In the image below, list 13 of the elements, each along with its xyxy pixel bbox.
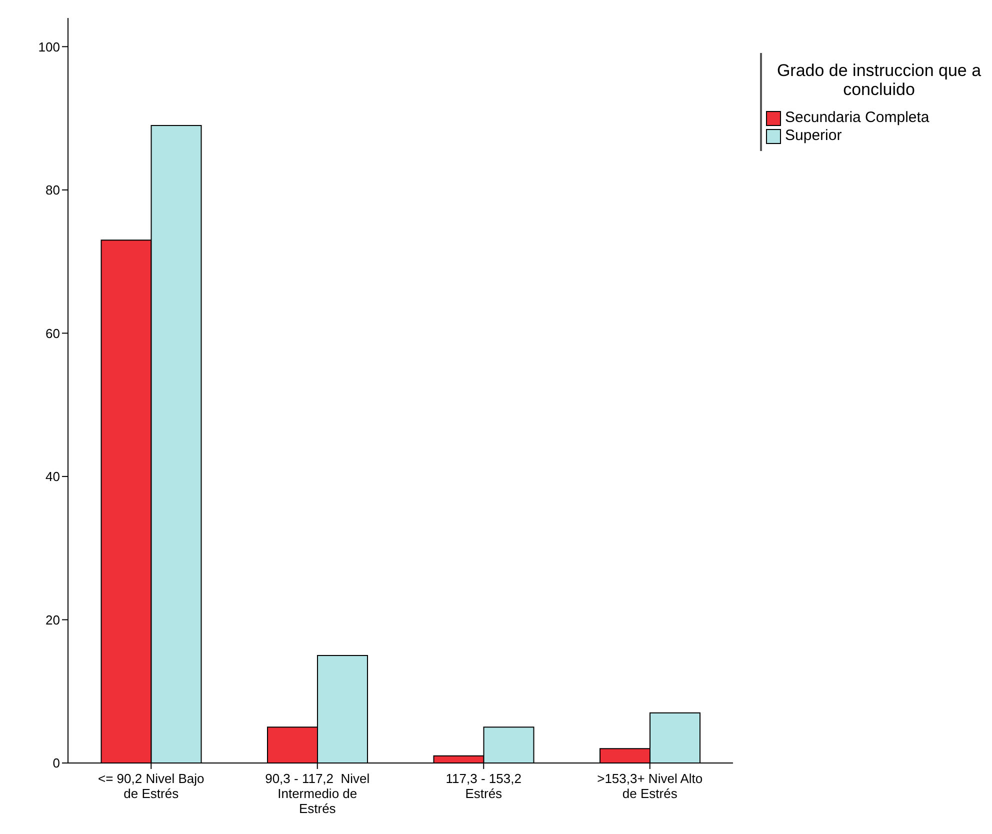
y-tick-label: 60 xyxy=(46,326,60,341)
x-tick-label: 90,3 - 117,2 Nivel Intermedio de Estrés xyxy=(265,771,370,816)
x-tick-label: >153,3+ Nivel Alto de Estrés xyxy=(597,771,703,801)
y-tick-label: 100 xyxy=(38,39,60,54)
y-tick-label: 80 xyxy=(46,182,60,198)
x-tick-label: 117,3 - 153,2 Estrés xyxy=(446,771,522,801)
y-tick-label: 0 xyxy=(52,756,60,771)
legend-label: Superior xyxy=(785,127,842,145)
legend-label: Secundaria Completa xyxy=(785,109,930,127)
y-tick-label: 20 xyxy=(46,612,60,628)
x-tick-label: <= 90,2 Nivel Bajo de Estrés xyxy=(98,771,204,801)
y-tick-label: 40 xyxy=(46,469,60,484)
legend-title: Grado de instruccion que a concluido xyxy=(776,61,982,99)
